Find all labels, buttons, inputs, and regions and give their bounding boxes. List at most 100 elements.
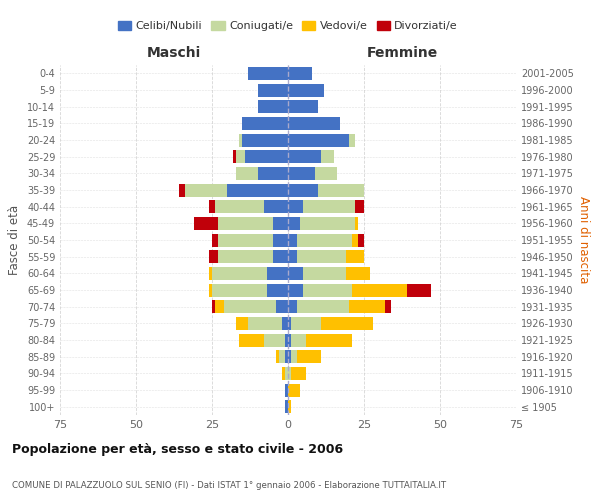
Bar xyxy=(288,300,297,313)
Bar xyxy=(288,384,300,396)
Bar xyxy=(273,234,288,246)
Bar xyxy=(282,367,285,380)
Bar xyxy=(288,367,291,380)
Text: COMUNE DI PALAZZUOLO SUL SENIO (FI) - Dati ISTAT 1° gennaio 2006 - Elaborazione : COMUNE DI PALAZZUOLO SUL SENIO (FI) - Da… xyxy=(12,480,446,490)
Bar xyxy=(349,134,355,146)
Bar xyxy=(267,284,288,296)
Bar xyxy=(288,217,300,230)
Bar xyxy=(276,350,279,363)
Bar xyxy=(297,234,352,246)
Bar xyxy=(319,184,364,196)
Bar xyxy=(236,167,257,180)
Bar xyxy=(303,267,346,280)
Bar xyxy=(215,200,263,213)
Bar xyxy=(185,184,227,196)
Bar xyxy=(263,200,288,213)
Text: Femmine: Femmine xyxy=(367,46,437,60)
Bar xyxy=(288,350,291,363)
Bar xyxy=(385,300,391,313)
Bar xyxy=(297,350,322,363)
Bar xyxy=(352,234,358,246)
Text: Maschi: Maschi xyxy=(147,46,201,60)
Bar xyxy=(282,317,288,330)
Bar xyxy=(291,367,306,380)
Bar xyxy=(257,100,288,113)
Bar xyxy=(288,184,319,196)
Bar xyxy=(194,217,218,230)
Bar xyxy=(209,200,215,213)
Bar xyxy=(352,284,407,296)
Bar xyxy=(242,134,288,146)
Text: Popolazione per età, sesso e stato civile - 2006: Popolazione per età, sesso e stato civil… xyxy=(12,442,343,456)
Bar xyxy=(288,267,303,280)
Bar xyxy=(215,300,224,313)
Bar xyxy=(224,300,276,313)
Bar xyxy=(285,367,288,380)
Bar xyxy=(239,334,263,346)
Bar xyxy=(291,350,297,363)
Bar xyxy=(285,334,288,346)
Bar xyxy=(355,217,358,230)
Bar xyxy=(288,334,291,346)
Bar xyxy=(209,250,218,263)
Bar xyxy=(263,334,285,346)
Bar xyxy=(257,167,288,180)
Bar xyxy=(276,300,288,313)
Bar xyxy=(288,150,322,163)
Bar xyxy=(358,234,364,246)
Bar xyxy=(285,400,288,413)
Bar xyxy=(288,167,316,180)
Bar xyxy=(288,117,340,130)
Bar xyxy=(322,317,373,330)
Bar xyxy=(236,150,245,163)
Bar xyxy=(242,117,288,130)
Bar xyxy=(316,167,337,180)
Bar xyxy=(288,84,325,96)
Bar xyxy=(288,134,349,146)
Bar xyxy=(355,200,364,213)
Bar xyxy=(306,334,352,346)
Bar xyxy=(291,334,306,346)
Bar xyxy=(349,300,385,313)
Bar xyxy=(291,317,322,330)
Bar xyxy=(239,134,242,146)
Bar xyxy=(297,300,349,313)
Bar xyxy=(279,350,285,363)
Bar xyxy=(288,234,297,246)
Bar xyxy=(288,250,297,263)
Bar xyxy=(218,250,273,263)
Bar xyxy=(288,67,313,80)
Bar xyxy=(209,284,212,296)
Legend: Celibi/Nubili, Coniugati/e, Vedovi/e, Divorziati/e: Celibi/Nubili, Coniugati/e, Vedovi/e, Di… xyxy=(113,16,463,36)
Bar xyxy=(285,350,288,363)
Bar xyxy=(285,384,288,396)
Bar xyxy=(212,300,215,313)
Bar xyxy=(346,250,364,263)
Bar xyxy=(288,284,303,296)
Y-axis label: Fasce di età: Fasce di età xyxy=(8,205,21,275)
Bar xyxy=(245,150,288,163)
Bar xyxy=(303,284,352,296)
Bar xyxy=(248,67,288,80)
Bar xyxy=(300,217,355,230)
Bar xyxy=(179,184,185,196)
Bar xyxy=(288,400,291,413)
Bar xyxy=(218,234,273,246)
Bar xyxy=(248,317,282,330)
Bar xyxy=(218,217,273,230)
Bar xyxy=(212,284,267,296)
Bar xyxy=(236,317,248,330)
Bar xyxy=(209,267,212,280)
Bar xyxy=(297,250,346,263)
Bar xyxy=(288,100,319,113)
Bar xyxy=(288,317,291,330)
Bar xyxy=(233,150,236,163)
Bar xyxy=(346,267,370,280)
Bar xyxy=(407,284,431,296)
Bar xyxy=(273,250,288,263)
Bar xyxy=(273,217,288,230)
Bar xyxy=(212,234,218,246)
Bar xyxy=(212,267,267,280)
Bar xyxy=(303,200,355,213)
Bar xyxy=(227,184,288,196)
